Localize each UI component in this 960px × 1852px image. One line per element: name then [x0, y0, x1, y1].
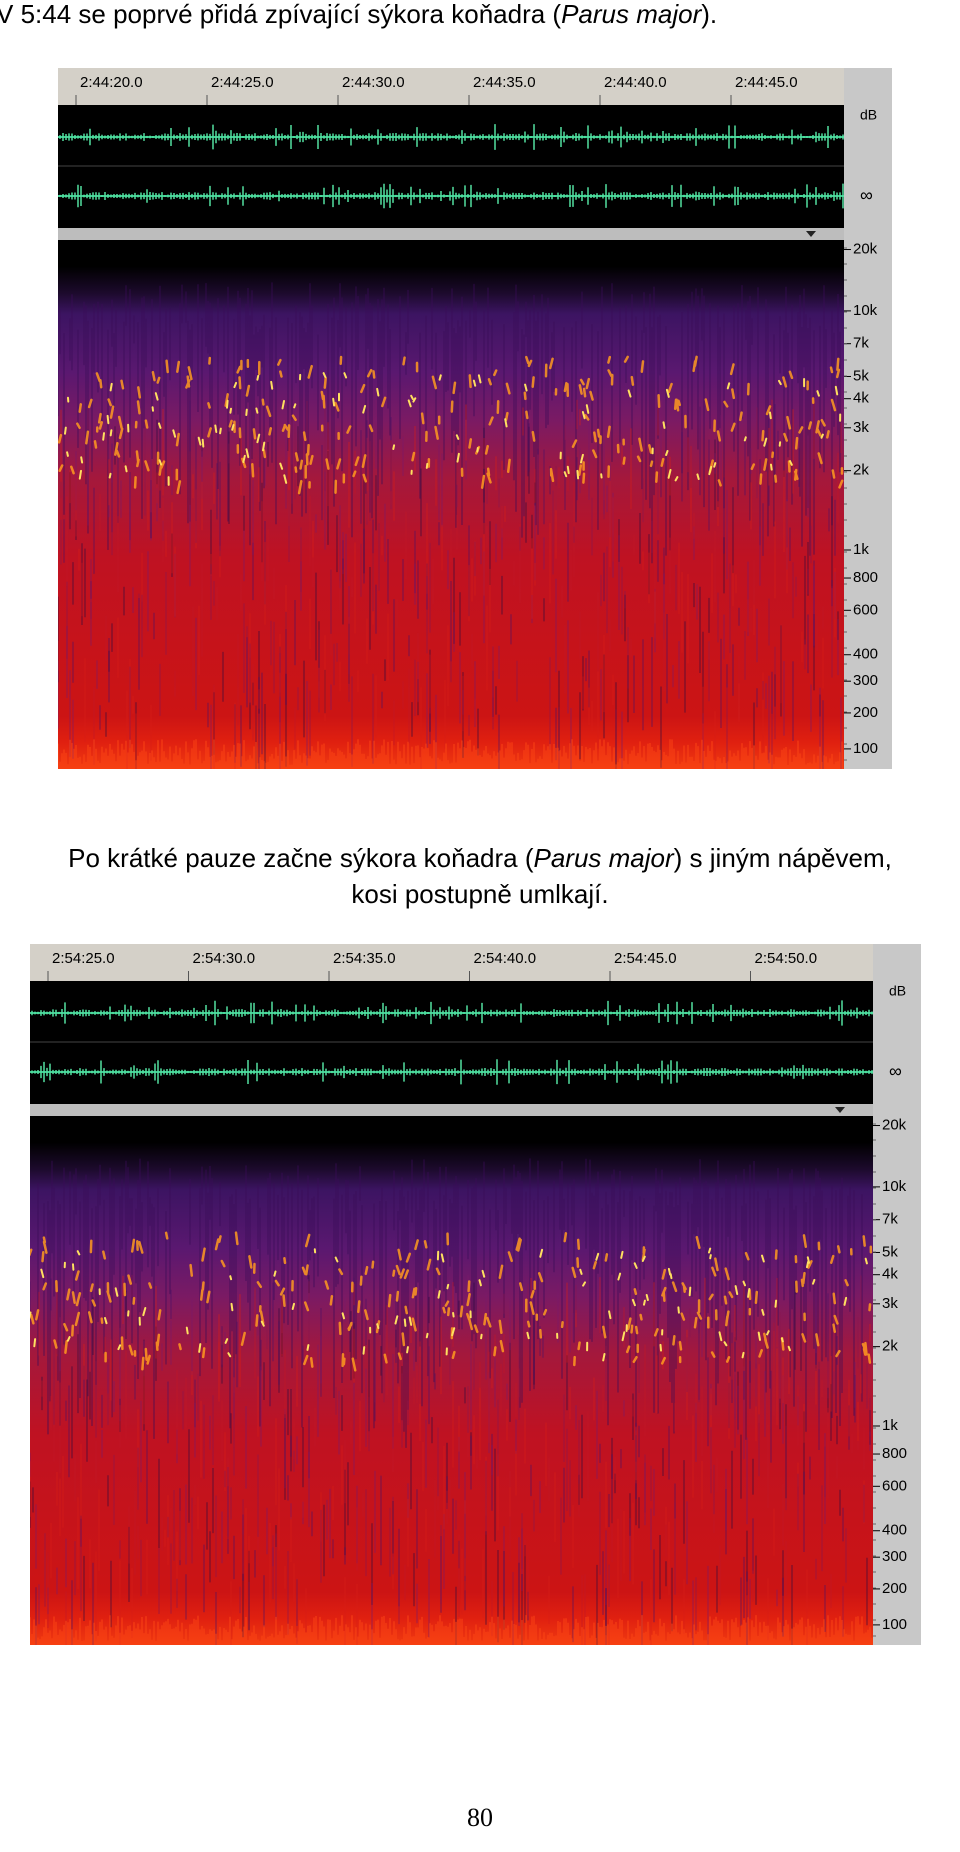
- freq-label: 800: [882, 1445, 907, 1462]
- time-label: 2:44:35.0: [473, 74, 536, 91]
- spectrogram: [58, 240, 844, 769]
- freq-label: 3k: [882, 1295, 898, 1312]
- caption: Po krátké pauze začne sýkora koňadra (Pa…: [0, 840, 960, 912]
- time-label: 2:44:40.0: [604, 74, 667, 91]
- spectrogram-streaks: [38, 1277, 865, 1645]
- spectrogram-streaks: [58, 282, 841, 564]
- scrollbar: [30, 1104, 873, 1116]
- caption-text: ).: [701, 0, 718, 29]
- axis-column: [844, 68, 892, 769]
- time-label: 2:54:45.0: [614, 950, 677, 967]
- time-label: 2:44:45.0: [735, 74, 798, 91]
- time-ruler: [30, 944, 873, 981]
- spectrogram-streaks: [58, 419, 839, 769]
- freq-label: 5k: [853, 367, 869, 384]
- scroll-arrow: [835, 1107, 845, 1113]
- spectrogram-streaks: [58, 399, 842, 769]
- caption: V 5:44 se poprvé přidá zpívající sýkora …: [0, 0, 956, 32]
- time-label: 2:54:35.0: [333, 950, 396, 967]
- freq-label: 10k: [853, 302, 878, 319]
- freq-label: 2k: [853, 462, 869, 479]
- freq-label: 7k: [853, 335, 869, 352]
- freq-label: 600: [882, 1477, 907, 1494]
- freq-label: 200: [882, 1580, 907, 1597]
- inf-label: ∞: [860, 185, 873, 205]
- song-energy: [58, 355, 844, 495]
- time-label: 2:54:40.0: [474, 950, 537, 967]
- low-band: [58, 739, 843, 769]
- spectrogram-streaks: [30, 1275, 871, 1645]
- freq-label: 300: [882, 1548, 907, 1565]
- spectrogram-streaks: [30, 1275, 871, 1645]
- freq-label: 600: [853, 601, 878, 618]
- freq-label: 100: [853, 740, 878, 757]
- time-label: 2:54:25.0: [52, 950, 115, 967]
- freq-label: 20k: [853, 240, 878, 257]
- freq-label: 4k: [882, 1266, 898, 1283]
- time-label: 2:54:30.0: [193, 950, 256, 967]
- freq-label: 10k: [882, 1178, 907, 1195]
- caption-italic: Parus major: [533, 843, 674, 873]
- spectrogram-figure: 2:54:25.0 2:54:30.0 2:54:35.0 2:54:40.0 2:54…: [30, 944, 921, 1645]
- freq-label: 20k: [882, 1116, 907, 1133]
- page-number: 80: [467, 1803, 493, 1832]
- db-label: dB: [889, 983, 906, 999]
- time-label: 2:44:25.0: [211, 74, 274, 91]
- caption-text: V 5:44 se poprvé přidá zpívající sýkora …: [0, 0, 562, 29]
- waveform: [59, 124, 844, 150]
- waveform: [59, 183, 844, 209]
- waveform: [31, 1000, 873, 1026]
- inf-label: ∞: [889, 1061, 902, 1081]
- low-band: [30, 1615, 873, 1645]
- spectrogram-figure: 2:44:20.0 2:44:25.0 2:44:30.0 2:44:35.0 2:44…: [58, 68, 892, 769]
- freq-label: 400: [882, 1522, 907, 1539]
- time-label: 2:44:20.0: [80, 74, 143, 91]
- spectrogram-streaks: [58, 399, 842, 769]
- time-ruler: [58, 68, 844, 105]
- spectrogram-streaks: [37, 1158, 863, 1448]
- song-energy: [64, 372, 842, 486]
- scroll-arrow: [806, 231, 816, 237]
- scrollbar: [58, 228, 844, 240]
- caption-italic: Parus major: [561, 0, 702, 29]
- waveform: [31, 1059, 873, 1085]
- caption-text: ) s jiným nápěvem,: [673, 843, 892, 873]
- spectrogram-streaks: [30, 1275, 871, 1645]
- time-label: 2:54:50.0: [755, 950, 818, 967]
- freq-label: 7k: [882, 1211, 898, 1228]
- time-label: 2:44:30.0: [342, 74, 405, 91]
- freq-label: 300: [853, 672, 878, 689]
- freq-label: 100: [882, 1616, 907, 1633]
- spectrogram-streaks: [63, 400, 836, 769]
- spectrogram-streaks: [60, 399, 833, 769]
- freq-label: 800: [853, 569, 878, 586]
- freq-label: 4k: [853, 390, 869, 407]
- freq-label: 2k: [882, 1338, 898, 1355]
- axis-column: [873, 944, 921, 1645]
- caption-line: kosi postupně umlkají.: [351, 879, 609, 909]
- caption-text: Po krátké pauze začne sýkora koňadra (: [68, 843, 534, 873]
- freq-label: 200: [853, 704, 878, 721]
- freq-label: 5k: [882, 1243, 898, 1260]
- freq-label: 1k: [882, 1417, 898, 1434]
- db-label: dB: [860, 107, 877, 123]
- caption-line: Po krátké pauze začne sýkora koňadra (Pa…: [0, 840, 960, 876]
- spectrogram-streaks: [44, 1275, 871, 1645]
- song-energy: [30, 1231, 873, 1372]
- song-energy: [30, 1247, 868, 1362]
- freq-label: 3k: [853, 419, 869, 436]
- freq-label: 400: [853, 646, 878, 663]
- freq-label: 1k: [853, 541, 869, 558]
